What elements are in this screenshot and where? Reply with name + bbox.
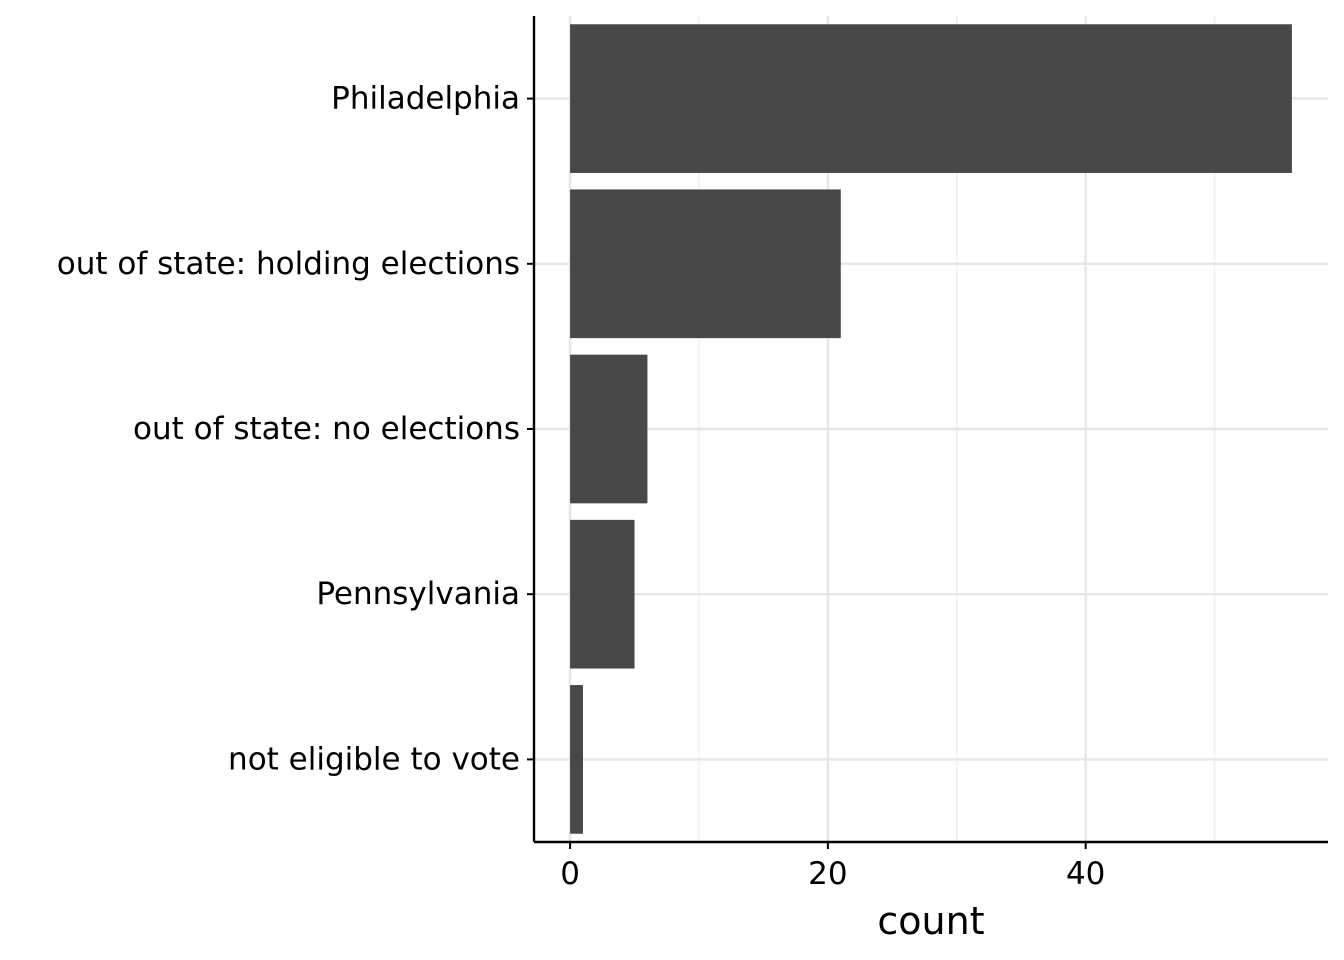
y-tick-labels: Philadelphia out of state: holding electi… (57, 81, 534, 777)
bars (570, 24, 1292, 834)
x-tick-label: 20 (808, 856, 847, 892)
bar (570, 24, 1292, 173)
bar (570, 354, 648, 504)
x-tick-label: 40 (1066, 856, 1105, 892)
y-tick-label: not eligible to vote (228, 741, 520, 777)
bar (570, 685, 583, 834)
y-tick-label: out of state: no elections (133, 411, 520, 447)
y-tick-label: Philadelphia (331, 81, 520, 117)
x-axis-title: count (877, 899, 984, 943)
bar (570, 189, 841, 339)
x-tick-labels: 0 20 40 (560, 842, 1105, 892)
y-tick-label: out of state: holding elections (57, 246, 520, 282)
y-tick-label: Pennsylvania (316, 576, 520, 612)
bar (570, 519, 635, 669)
x-tick-label: 0 (560, 856, 580, 892)
